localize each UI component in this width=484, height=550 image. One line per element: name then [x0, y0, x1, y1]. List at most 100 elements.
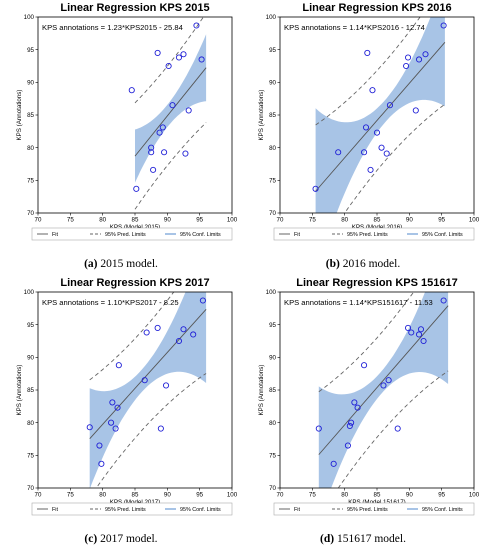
data-point [115, 362, 122, 369]
data-point [367, 166, 374, 173]
caption-2016: (b) 2016 model. [325, 258, 401, 270]
data-point [148, 149, 155, 156]
y-tick-label: 70 [269, 210, 276, 217]
y-tick-label: 95 [269, 322, 276, 329]
data-point [404, 324, 412, 331]
caption-151617: (d) 151617 model. [320, 533, 406, 545]
data-point [373, 129, 381, 136]
legend-fit-label: Fit [294, 232, 300, 238]
regression-equation: KPS annotations = 1.23*KPS2015 - 25.84 [42, 23, 183, 32]
x-tick-label: 95 [438, 217, 445, 224]
y-axis-label: KPS (Annotations) [258, 365, 265, 416]
legend-fit-label: Fit [52, 507, 58, 513]
regression-equation: KPS annotations = 1.14*KPS2016 - 12.74 [284, 23, 425, 32]
x-tick-label: 95 [196, 217, 203, 224]
y-tick-label: 90 [27, 355, 34, 362]
data-point [385, 377, 392, 384]
prediction-limit-lower [95, 373, 207, 488]
data-point [364, 49, 371, 56]
y-tick-label: 95 [269, 47, 276, 54]
y-tick-label: 70 [27, 485, 34, 492]
data-point [199, 297, 206, 304]
data-point [335, 149, 342, 156]
x-tick-label: 80 [99, 217, 106, 224]
data-point [361, 362, 368, 369]
x-tick-label: 90 [406, 492, 413, 499]
data-point [404, 54, 412, 61]
data-point [369, 87, 376, 94]
y-tick-label: 90 [269, 355, 276, 362]
chart-panel-151617: Linear Regression KPS 151617 70 75 80 85 90 95… [242, 275, 484, 550]
y-axis-label: KPS (Annotations) [16, 90, 23, 141]
y-tick-label: 75 [27, 178, 34, 185]
data-point [198, 56, 205, 63]
caption-2017: (c) 2017 model. [84, 533, 158, 545]
data-point [169, 102, 176, 109]
regression-equation: KPS annotations = 1.10*KPS2017 - 8.25 [42, 298, 179, 307]
x-axis-label: KPS (Model 2017) [110, 499, 161, 506]
prediction-limit-lower [337, 370, 449, 488]
fit-line [318, 305, 449, 455]
plot-area [315, 292, 449, 488]
y-tick-label: 100 [24, 14, 35, 21]
x-tick-label: 70 [35, 217, 42, 224]
x-tick-label: 80 [99, 492, 106, 499]
data-point [344, 442, 351, 449]
data-point [415, 331, 423, 338]
x-tick-label: 80 [341, 492, 348, 499]
data-point [330, 460, 337, 467]
data-point [156, 129, 163, 136]
x-axis-label: KPS (Model 151617) [348, 499, 405, 506]
data-point [182, 150, 189, 157]
chart-title: Linear Regression KPS 151617 [296, 277, 457, 289]
x-tick-label: 100 [227, 492, 238, 499]
y-tick-label: 75 [269, 453, 276, 460]
y-tick-label: 80 [269, 420, 276, 427]
data-point [193, 22, 200, 29]
chart-title: Linear Regression KPS 2017 [60, 277, 209, 289]
y-tick-label: 95 [27, 47, 34, 54]
y-tick-label: 85 [27, 387, 34, 394]
chart-panel-2015: Linear Regression KPS 2015 70 75 80 85 90 95 10… [0, 0, 242, 275]
data-point [96, 442, 103, 449]
x-tick-label: 100 [469, 492, 480, 499]
data-point [175, 54, 183, 61]
chart-svg-2016: Linear Regression KPS 2016 70 75 80 85 90 95 10… [258, 2, 480, 241]
legend-box [273, 502, 475, 516]
x-tick-label: 95 [438, 492, 445, 499]
data-point [175, 337, 183, 345]
data-point [190, 331, 197, 338]
legend-conf-label: 95% Conf. Limits [180, 507, 221, 513]
x-tick-label: 75 [67, 217, 74, 224]
data-point [185, 107, 192, 114]
chart-title: Linear Regression KPS 2016 [302, 2, 451, 14]
legend-pred-label: 95% Pred. Limits [105, 232, 146, 238]
x-tick-label: 70 [35, 492, 42, 499]
chart-svg-151617: Linear Regression KPS 151617 70 75 80 85 90 95… [258, 277, 480, 516]
y-tick-label: 85 [27, 112, 34, 119]
y-axis-label: KPS (Annotations) [16, 365, 23, 416]
data-point [154, 324, 161, 331]
data-point [383, 150, 390, 157]
data-point [161, 149, 168, 156]
x-tick-label: 85 [374, 217, 381, 224]
data-point [315, 425, 322, 432]
data-point [403, 62, 410, 70]
data-point [98, 460, 105, 467]
data-point [348, 419, 355, 426]
x-tick-label: 90 [406, 217, 413, 224]
y-tick-label: 70 [269, 485, 276, 492]
x-tick-label: 100 [227, 217, 238, 224]
confidence-band [135, 34, 207, 183]
y-tick-label: 70 [27, 210, 34, 217]
x-tick-label: 90 [164, 492, 171, 499]
data-point [354, 404, 361, 411]
prediction-limit-lower [134, 122, 207, 210]
legend-conf-label: 95% Conf. Limits [422, 232, 463, 238]
x-tick-label: 85 [132, 492, 139, 499]
legend-box [273, 227, 475, 241]
x-tick-label: 95 [196, 492, 203, 499]
data-point [141, 377, 148, 384]
plot-area [312, 17, 447, 213]
data-point [394, 425, 401, 432]
